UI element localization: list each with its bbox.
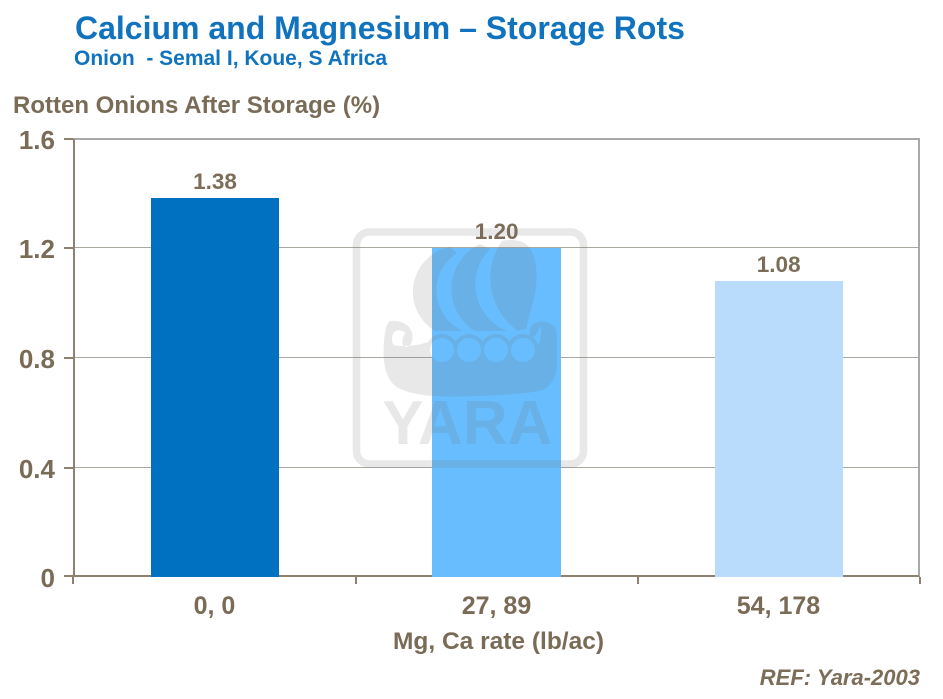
svg-text:YARA: YARA xyxy=(382,389,552,458)
